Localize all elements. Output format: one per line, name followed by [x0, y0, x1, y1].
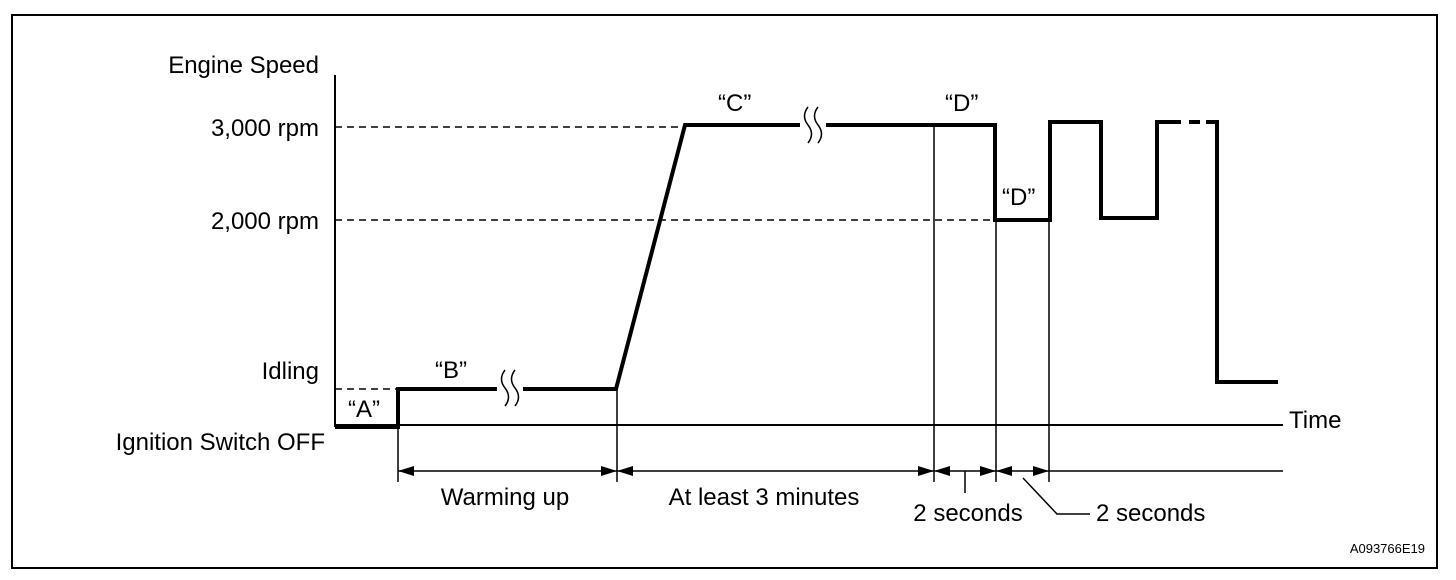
level-label-idling: Idling [262, 358, 319, 385]
phase-label-a: “A” [348, 396, 380, 423]
interval-label-two-seconds-1: 2 seconds [913, 500, 1022, 527]
break-mark-b [497, 369, 523, 407]
y-axis-title: Engine Speed [168, 52, 319, 79]
interval-label-three-minutes: At least 3 minutes [669, 484, 860, 511]
interval-label-warming-up: Warming up [441, 484, 569, 511]
figure-id: A093766E19 [1350, 541, 1425, 556]
phase-label-d-high: “D” [945, 90, 978, 117]
level-label-3000: 3,000 rpm [211, 115, 319, 142]
interval-label-two-seconds-2: 2 seconds [1096, 500, 1205, 527]
dimension-arrowheads [398, 466, 1049, 476]
phase-label-c: “C” [718, 90, 751, 117]
break-mark-c [800, 106, 826, 144]
x-axis-title: Time [1289, 407, 1341, 434]
level-label-ignition-off: Ignition Switch OFF [116, 429, 325, 456]
engine-speed-trace [335, 120, 1170, 429]
diagram-frame [11, 14, 1438, 569]
phase-label-b: “B” [435, 357, 467, 384]
leader-two-sec-2 [1022, 477, 1090, 515]
engine-speed-trace-end [1206, 120, 1278, 384]
level-label-2000: 2,000 rpm [211, 208, 319, 235]
phase-label-d-low: “D” [1002, 184, 1035, 211]
